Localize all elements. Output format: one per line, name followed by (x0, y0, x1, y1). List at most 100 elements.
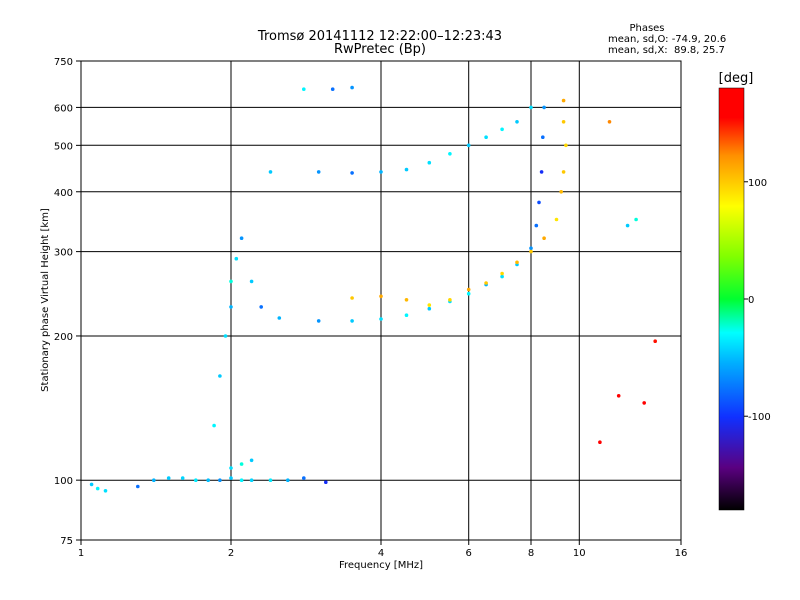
echo-point-series-0 (249, 458, 254, 463)
x-tick-label: 8 (528, 548, 534, 559)
echo-point-series-1 (218, 374, 222, 378)
echo-point-series-0 (229, 466, 233, 470)
echo-point-series-0 (286, 478, 290, 483)
stats-line-x: mean, sd,X: 89.8, 25.7 (608, 45, 725, 56)
x-axis-ticks: 1 2 4 6 8 10 16 (78, 540, 688, 559)
colorbar-tick-label: 100 (748, 178, 767, 189)
echo-point-series-0 (268, 478, 273, 483)
grid-lines (81, 61, 681, 540)
x-tick-label: 6 (466, 548, 472, 559)
echo-point-series-3 (529, 105, 533, 110)
echo-point-series-2 (529, 249, 533, 254)
echo-point-series-0 (180, 476, 185, 480)
echo-point-series-1 (212, 423, 216, 428)
y-tick-label: 75 (60, 536, 73, 547)
echo-point-series-3 (350, 171, 354, 175)
echo-point-series-1 (404, 313, 409, 318)
echo-point-series-4 (607, 120, 612, 124)
echo-point-series-3 (515, 120, 519, 124)
echo-point-series-0 (239, 462, 244, 466)
echo-point-series-0 (89, 482, 94, 487)
echo-point-series-4 (598, 440, 602, 445)
echo-point-series-3 (316, 170, 321, 174)
echo-point-series-0 (206, 478, 210, 483)
echo-point-series-3 (379, 170, 383, 174)
echo-point-series-2 (564, 143, 568, 148)
echo-point-series-3 (448, 152, 452, 156)
echo-point-series-4 (616, 394, 621, 398)
stats-heading: Phases (629, 23, 664, 34)
echo-point-series-4 (634, 217, 638, 222)
echo-point-series-0 (239, 478, 244, 483)
echo-point-series-1 (229, 305, 233, 309)
echo-point-series-0 (194, 478, 198, 483)
echo-point-series-1 (234, 256, 239, 261)
echo-point-series-4 (625, 223, 630, 228)
echo-point-series-1 (500, 274, 504, 279)
scatter-points (89, 85, 657, 493)
echo-point-series-3 (302, 87, 306, 91)
y-tick-label: 100 (54, 476, 73, 487)
chart-title: Tromsø 20141112 12:22:00–12:23:43 (257, 29, 502, 44)
echo-point-series-3 (350, 85, 354, 90)
colorbar-label: [deg] (719, 71, 754, 86)
echo-point-series-0 (152, 478, 156, 483)
echo-point-series-3 (466, 143, 471, 148)
echo-point-series-2 (484, 281, 488, 285)
echo-point-series-3 (268, 170, 273, 174)
echo-point-series-4 (642, 401, 646, 405)
echo-point-series-2 (427, 303, 432, 307)
echo-point-series-2 (561, 170, 566, 174)
echo-point-series-2 (554, 217, 559, 222)
x-tick-label: 10 (573, 548, 586, 559)
colorbar-ticks: 100 0 -100 (744, 178, 771, 423)
echo-point-series-3 (427, 160, 432, 165)
echo-point-series-0 (302, 476, 306, 480)
echo-point-series-3 (404, 167, 409, 172)
echo-point-series-0 (229, 476, 233, 480)
y-tick-label: 400 (54, 188, 73, 199)
echo-point-series-1 (537, 200, 541, 205)
echo-point-series-1 (529, 246, 533, 250)
echo-point-series-0 (218, 478, 222, 483)
chart-subtitle: RwPretec (Bp) (334, 42, 426, 57)
x-tick-label: 16 (675, 548, 688, 559)
echo-point-series-0 (324, 480, 328, 485)
echo-point-series-2 (561, 120, 566, 124)
echo-point-series-0 (95, 486, 100, 491)
echo-point-series-1 (229, 279, 233, 284)
echo-point-series-2 (561, 98, 566, 103)
echo-point-series-1 (541, 135, 545, 139)
echo-point-series-3 (330, 87, 335, 91)
x-axis-label: Frequency [MHz] (339, 560, 423, 571)
echo-point-series-1 (466, 291, 471, 296)
echo-point-series-2 (500, 271, 504, 276)
y-tick-label: 300 (54, 248, 73, 259)
colorbar (718, 87, 745, 511)
y-tick-label: 750 (54, 57, 73, 68)
echo-point-series-2 (542, 236, 546, 240)
colorbar-tick-label: 0 (748, 295, 754, 306)
y-tick-label: 200 (54, 332, 73, 343)
echo-point-series-0 (103, 489, 108, 493)
echo-point-series-2 (404, 298, 409, 302)
stats-line-o: mean, sd,O: -74.9, 20.6 (608, 34, 726, 45)
echo-point-series-2 (466, 287, 471, 292)
echo-point-series-1 (316, 319, 321, 323)
echo-point-series-4 (653, 339, 657, 344)
echo-point-series-1 (534, 223, 539, 228)
echo-point-series-1 (249, 279, 254, 284)
y-axis-label: Stationary phase Virtual Height [km] (40, 208, 51, 392)
x-tick-label: 1 (78, 548, 84, 559)
colorbar-tick-label: -100 (748, 412, 771, 423)
echo-point-series-2 (350, 296, 354, 300)
x-tick-label: 4 (378, 548, 384, 559)
echo-point-series-1 (427, 306, 432, 311)
echo-point-series-2 (379, 294, 383, 299)
echo-point-series-0 (249, 478, 254, 483)
x-tick-label: 2 (228, 548, 234, 559)
echo-point-series-0 (136, 484, 140, 489)
echo-point-series-1 (259, 305, 264, 309)
y-tick-label: 500 (54, 141, 73, 152)
